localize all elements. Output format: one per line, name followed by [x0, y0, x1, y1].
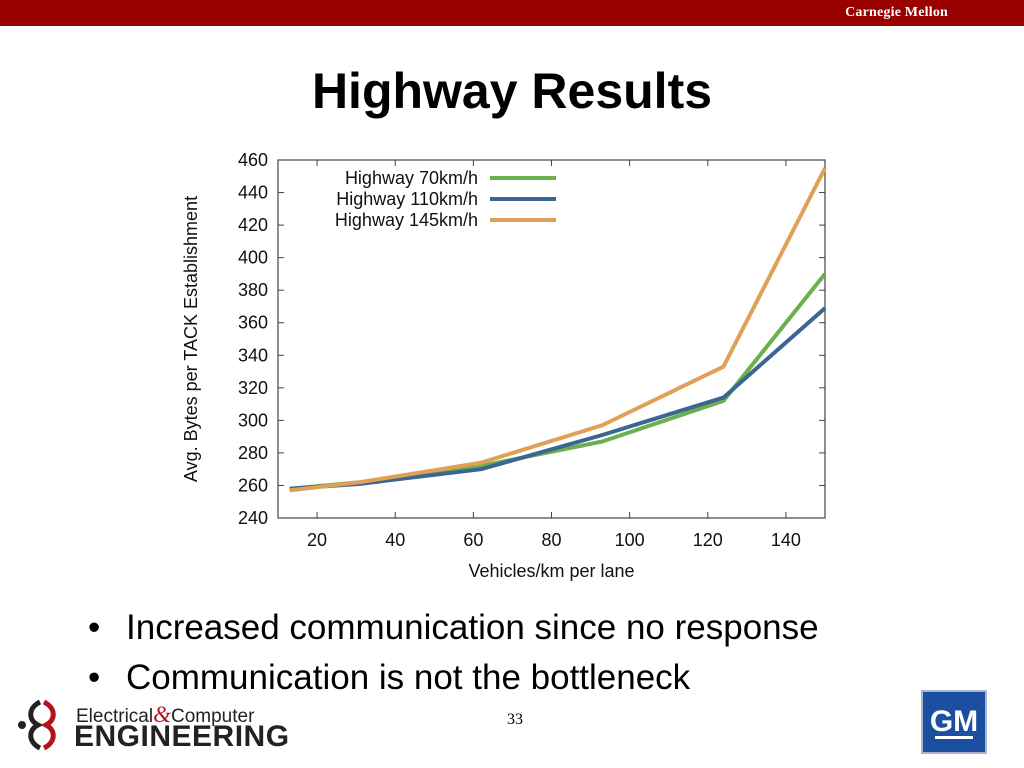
y-tick-label: 420 — [238, 215, 268, 235]
ece-logo: Electrical&Computer ENGINEERING — [14, 698, 289, 754]
y-tick-label: 460 — [238, 150, 268, 170]
y-tick-label: 360 — [238, 313, 268, 333]
slide-title: Highway Results — [311, 63, 713, 119]
line-chart: 240 260 280 300 320 340 360 380 400 420 440 460 20 40… — [181, 150, 827, 581]
page-number: 33 — [507, 711, 523, 728]
header-bar: Carnegie Mellon — [0, 0, 1024, 26]
bullet-text: Communication is not the bottleneck — [126, 658, 691, 697]
bullet-marker: • — [88, 658, 101, 697]
ece-logo-line2: ENGINEERING — [74, 720, 290, 753]
gm-logo-underline — [935, 736, 973, 739]
y-tick-label: 380 — [238, 280, 268, 300]
y-tick-label: 280 — [238, 443, 268, 463]
x-tick-label: 40 — [385, 530, 405, 550]
x-tick-label: 20 — [307, 530, 327, 550]
gm-logo-text: GM — [929, 705, 979, 738]
series-line — [289, 167, 827, 493]
ece-logo-line1: Electrical&Computer — [76, 702, 255, 727]
y-axis-label: Avg. Bytes per TACK Establishment — [181, 196, 201, 482]
x-tick-label: 140 — [771, 530, 801, 550]
y-tick-label: 400 — [238, 248, 268, 268]
y-tick-label: 340 — [238, 345, 268, 365]
x-axis-label: Vehicles/km per lane — [468, 561, 634, 581]
x-tick-label: 80 — [541, 530, 561, 550]
bullet-text: Increased communication since no respons… — [126, 608, 819, 647]
series-line — [289, 306, 827, 491]
bullet-item: • Communication is not the bottleneck — [88, 654, 819, 704]
legend-label: Highway 70km/h — [345, 168, 478, 188]
y-tick-label: 300 — [238, 410, 268, 430]
legend-label: Highway 110km/h — [336, 189, 478, 209]
bullet-list: • Increased communication since no respon… — [88, 604, 819, 704]
gm-logo: GM — [921, 690, 987, 754]
ece-emblem-icon — [18, 699, 56, 751]
y-tick-label: 440 — [238, 183, 268, 203]
bullet-marker: • — [88, 608, 101, 647]
x-tick-label: 120 — [693, 530, 723, 550]
y-tick-label: 320 — [238, 378, 268, 398]
institution-logo: Carnegie Mellon — [845, 5, 948, 20]
bullet-item: • Increased communication since no respon… — [88, 604, 819, 654]
legend-label: Highway 145km/h — [335, 210, 478, 230]
x-tick-label: 100 — [615, 530, 645, 550]
x-tick-label: 60 — [463, 530, 483, 550]
y-tick-label: 260 — [238, 475, 268, 495]
y-tick-label: 240 — [238, 508, 268, 528]
